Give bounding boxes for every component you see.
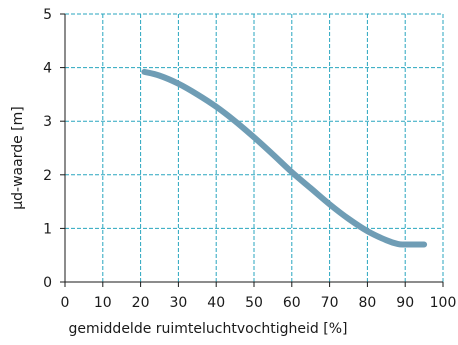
y-tick-label: 1 [43,221,52,237]
x-tick-label: 100 [430,295,457,311]
y-tick-label: 5 [43,7,52,23]
x-tick-label: 90 [396,295,414,311]
x-tick-label: 20 [132,295,150,311]
x-tick-label: 50 [245,295,263,311]
x-tick-label: 30 [169,295,187,311]
grid [65,13,444,282]
series-line [141,68,428,248]
x-axis-title: gemiddelde ruimteluchtvochtigheid [%] [69,321,348,337]
x-tick-label: 80 [358,295,376,311]
y-tick-label: 2 [43,168,52,184]
x-tick-label: 0 [61,295,70,311]
y-tick-label: 4 [43,61,52,77]
x-tick-label: 10 [94,295,112,311]
series-layer [141,68,428,248]
y-tick-label: 0 [43,275,52,291]
x-tick-label: 40 [207,295,225,311]
y-axis-title: µd-waarde [m] [10,106,26,209]
x-tick-label: 60 [283,295,301,311]
y-tick-label: 3 [43,114,52,130]
x-tick-label: 70 [321,295,339,311]
axes [60,13,444,287]
tick-labels: 0 10 20 30 40 50 60 70 80 90 100 0 1 2 3 4 5 [43,7,456,311]
